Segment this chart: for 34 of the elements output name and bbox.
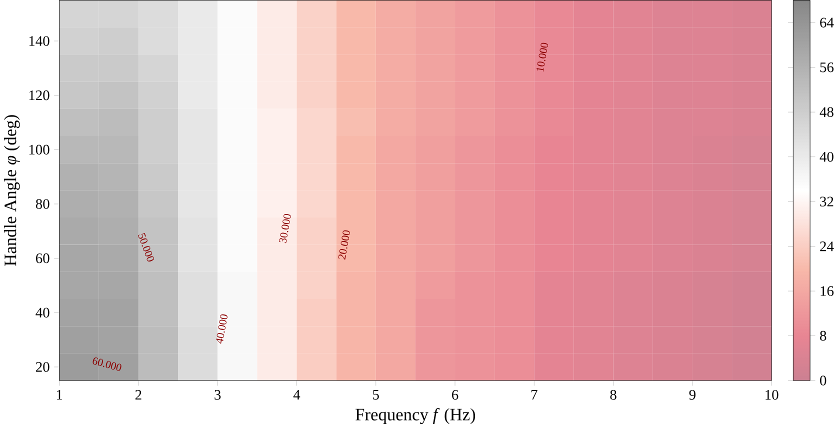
x-tick-label: 7: [531, 390, 538, 400]
annotation: 60.000: [92, 358, 122, 371]
y-tick-label: 60: [36, 253, 50, 264]
annotation: 10.000: [536, 42, 548, 72]
x-tick-label: 5: [373, 390, 379, 400]
annotation: 50.000: [138, 232, 154, 262]
x-tick-label: 3: [214, 390, 221, 400]
x-axis-title: Frequency f (Hz): [356, 408, 476, 424]
annotation: 30.000: [279, 214, 291, 244]
color-bar-label: 56: [820, 62, 834, 72]
annotation: 20.000: [338, 230, 350, 260]
y-tick-label: 140: [29, 36, 50, 46]
color-bar-label: 16: [820, 286, 834, 296]
y-tick-label: 80: [36, 199, 50, 209]
color-bar-label: 24: [820, 241, 834, 252]
y-tick-label: 20: [36, 362, 50, 372]
x-tick-label: 10: [766, 390, 778, 400]
color-bar-label: 64: [820, 18, 834, 28]
x-tick-label: 6: [452, 390, 458, 400]
color-bar-label: 0: [820, 376, 826, 386]
annotation: 40.000: [216, 314, 228, 344]
y-tick-label: 100: [29, 144, 50, 155]
x-tick-label: 1: [56, 390, 62, 400]
x-tick-label: 8: [610, 390, 616, 400]
y-tick-label: 120: [29, 90, 50, 100]
x-tick-label: 2: [135, 390, 142, 400]
x-tick-label: 9: [689, 390, 696, 400]
color-bar-label: 32: [820, 196, 834, 206]
y-axis-title: Handle Angle φ (deg): [4, 115, 20, 266]
color-bar-label: 40: [820, 152, 834, 162]
color-bar-label: 48: [820, 107, 834, 117]
color-bar-label: 8: [820, 330, 826, 341]
x-tick-label: 4: [293, 390, 300, 400]
y-tick-label: 40: [36, 308, 50, 318]
